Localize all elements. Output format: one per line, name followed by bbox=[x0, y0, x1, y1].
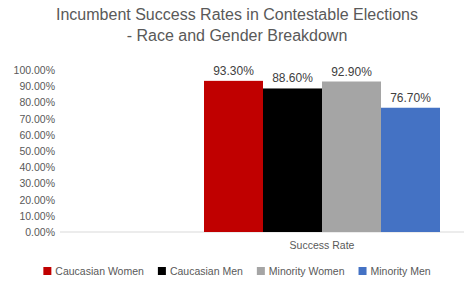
y-tick-label: 90.00% bbox=[19, 80, 55, 92]
legend-label: Caucasian Women bbox=[55, 265, 144, 277]
legend-label: Caucasian Men bbox=[170, 265, 243, 277]
legend-swatch bbox=[359, 267, 367, 275]
legend-label: Minority Women bbox=[269, 265, 345, 277]
data-label: 92.90% bbox=[331, 65, 372, 79]
legend: Caucasian Women Caucasian Men Minority Wom… bbox=[43, 265, 430, 277]
x-tick-label: Success Rate bbox=[290, 239, 355, 251]
y-tick-label: 100.00% bbox=[14, 64, 55, 76]
y-tick-label: 20.00% bbox=[19, 194, 55, 206]
y-tick-label: 0.00% bbox=[25, 226, 55, 238]
chart: Incumbent Success Rates in Contestable E… bbox=[0, 0, 474, 289]
y-tick-label: 40.00% bbox=[19, 161, 55, 173]
bars bbox=[204, 81, 440, 232]
y-tick-label: 50.00% bbox=[19, 145, 55, 157]
title: Incumbent Success Rates in Contestable E… bbox=[56, 6, 418, 44]
y-tick-label: 60.00% bbox=[19, 129, 55, 141]
bar bbox=[322, 82, 381, 232]
title-line: Incumbent Success Rates in Contestable E… bbox=[56, 6, 418, 23]
legend-label: Minority Men bbox=[371, 265, 431, 277]
data-label: 76.70% bbox=[390, 91, 431, 105]
y-tick-label: 70.00% bbox=[19, 113, 55, 125]
legend-swatch bbox=[43, 267, 51, 275]
data-label: 93.30% bbox=[213, 64, 254, 78]
y-tick-label: 30.00% bbox=[19, 177, 55, 189]
legend-swatch bbox=[257, 267, 265, 275]
legend-swatch bbox=[158, 267, 166, 275]
title-line: - Race and Gender Breakdown bbox=[127, 27, 348, 44]
bar bbox=[263, 88, 322, 232]
bar bbox=[381, 108, 440, 232]
y-tick-label: 10.00% bbox=[19, 210, 55, 222]
y-tick-label: 80.00% bbox=[19, 96, 55, 108]
bar bbox=[204, 81, 263, 232]
data-label: 88.60% bbox=[272, 71, 313, 85]
